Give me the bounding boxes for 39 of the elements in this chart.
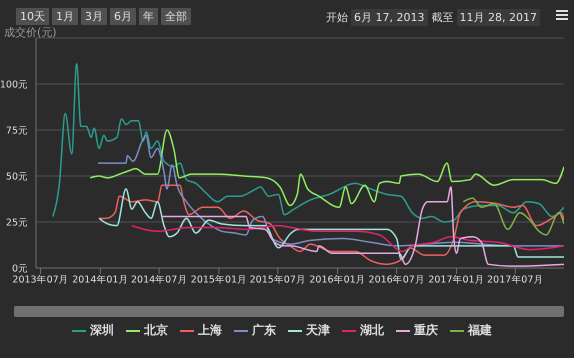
legend-label: 上海 bbox=[197, 322, 222, 339]
text: 全部 bbox=[161, 8, 191, 25]
y-axis-title: 成交价(元) bbox=[4, 25, 57, 40]
y-tick-label: 0元 bbox=[12, 263, 28, 274]
legend-label: 广东 bbox=[251, 322, 276, 339]
text: 6月 bbox=[110, 8, 136, 25]
x-tick-label: 2013年07月 bbox=[12, 274, 69, 286]
x-tick-label: 2014年01月 bbox=[72, 274, 128, 286]
y-tick-label: 100元 bbox=[0, 79, 28, 90]
text: 11月 28, 2017 bbox=[456, 9, 540, 26]
x-tick-label: 2017年07月 bbox=[487, 274, 544, 286]
y-tick-label: 50元 bbox=[6, 171, 28, 182]
legend-label: 北京 bbox=[142, 322, 168, 339]
text: 10天 bbox=[16, 8, 49, 25]
text: 6月 17, 2013 bbox=[351, 9, 428, 26]
line-series bbox=[131, 224, 564, 252]
x-tick-label: 2016年07月 bbox=[368, 274, 425, 286]
x-tick-label: 2015年07月 bbox=[250, 274, 306, 286]
text: 开始 bbox=[326, 10, 348, 25]
text: 1月 bbox=[52, 8, 78, 25]
line-series bbox=[52, 63, 564, 223]
x-tick-label: 2017年01月 bbox=[428, 274, 485, 286]
legend-label: 福建 bbox=[466, 322, 492, 339]
legend-label: 重庆 bbox=[413, 322, 438, 339]
y-tick-label: 75元 bbox=[6, 125, 28, 136]
line-series bbox=[97, 134, 564, 247]
line-series bbox=[161, 186, 564, 267]
line-series bbox=[90, 129, 564, 208]
text: 截至 bbox=[432, 10, 454, 25]
x-tick-label: 2015年01月 bbox=[190, 274, 248, 286]
x-tick-label: 2016年01月 bbox=[309, 274, 366, 286]
legend-label: 天津 bbox=[305, 322, 330, 339]
line-series bbox=[462, 197, 564, 236]
legend-label: 湖北 bbox=[359, 322, 384, 339]
text: 年 bbox=[139, 8, 158, 25]
y-tick-label: 25元 bbox=[6, 217, 28, 228]
x-tick-label: 2014年07月 bbox=[131, 274, 188, 286]
text: 3月 bbox=[81, 8, 107, 25]
legend-label: 深圳 bbox=[89, 322, 114, 339]
